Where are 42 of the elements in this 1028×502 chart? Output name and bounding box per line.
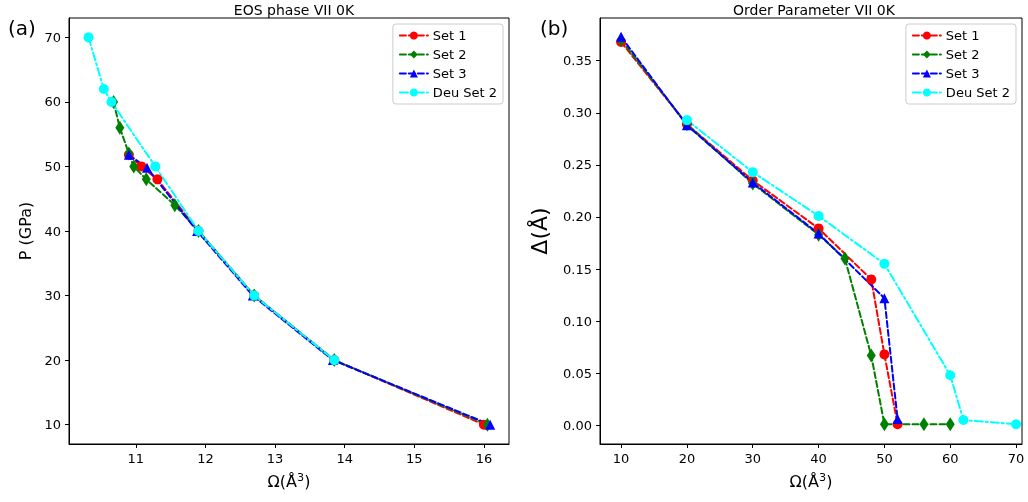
y-tick-label: 20 xyxy=(44,352,61,368)
x-tick-label: 16 xyxy=(475,451,493,466)
x-tick-label: 60 xyxy=(941,451,959,466)
y-tick-label: 10 xyxy=(44,417,61,433)
legend-label: Set 2 xyxy=(945,47,980,62)
legend-label: Deu Set 2 xyxy=(945,85,1011,100)
text: (b) xyxy=(540,16,569,40)
y-tick-label: 0.25 xyxy=(563,157,592,173)
x-tick-label: 20 xyxy=(678,451,696,466)
y-tick-label: 0.15 xyxy=(563,261,592,277)
legend-label: Set 1 xyxy=(945,28,980,43)
x-tick-label: 40 xyxy=(810,451,827,466)
y-tick-label: 70 xyxy=(44,29,61,45)
y-tick-label: 60 xyxy=(44,94,61,110)
y-axis-title: Δ(Å) xyxy=(525,207,552,255)
y-tick-label: 0.20 xyxy=(563,209,592,225)
text: (a) xyxy=(8,16,36,40)
y-tick-label: 50 xyxy=(44,158,61,174)
legend-label: Set 2 xyxy=(432,47,467,62)
y-tick-label: 0.30 xyxy=(563,105,592,121)
x-tick-label: 11 xyxy=(127,451,145,466)
y-tick-label: 30 xyxy=(44,288,61,304)
chart-title: Order Parameter VII 0K xyxy=(733,2,896,18)
legend-label: Set 3 xyxy=(432,66,467,81)
x-tick-label: 14 xyxy=(336,451,353,466)
y-tick-label: 0.05 xyxy=(563,365,592,381)
x-tick-label: 10 xyxy=(612,451,630,466)
x-tick-label: 30 xyxy=(744,451,762,466)
y-tick-label: 40 xyxy=(44,223,61,239)
x-tick-label: 15 xyxy=(406,451,423,466)
legend-label: Set 3 xyxy=(945,66,980,81)
y-tick-label: 0.10 xyxy=(563,313,592,329)
x-tick-label: 50 xyxy=(876,451,893,466)
chart-title: EOS phase VII 0K xyxy=(233,2,355,18)
x-tick-label: 12 xyxy=(197,451,214,466)
x-tick-label: 70 xyxy=(1007,451,1025,466)
legend-label: Deu Set 2 xyxy=(432,85,498,100)
legend-label: Set 1 xyxy=(432,28,467,43)
x-tick-label: 13 xyxy=(266,451,284,466)
y-axis-title: P (GPa) xyxy=(16,201,36,261)
y-tick-label: 0.35 xyxy=(563,53,592,69)
y-tick-label: 0.00 xyxy=(563,417,592,433)
